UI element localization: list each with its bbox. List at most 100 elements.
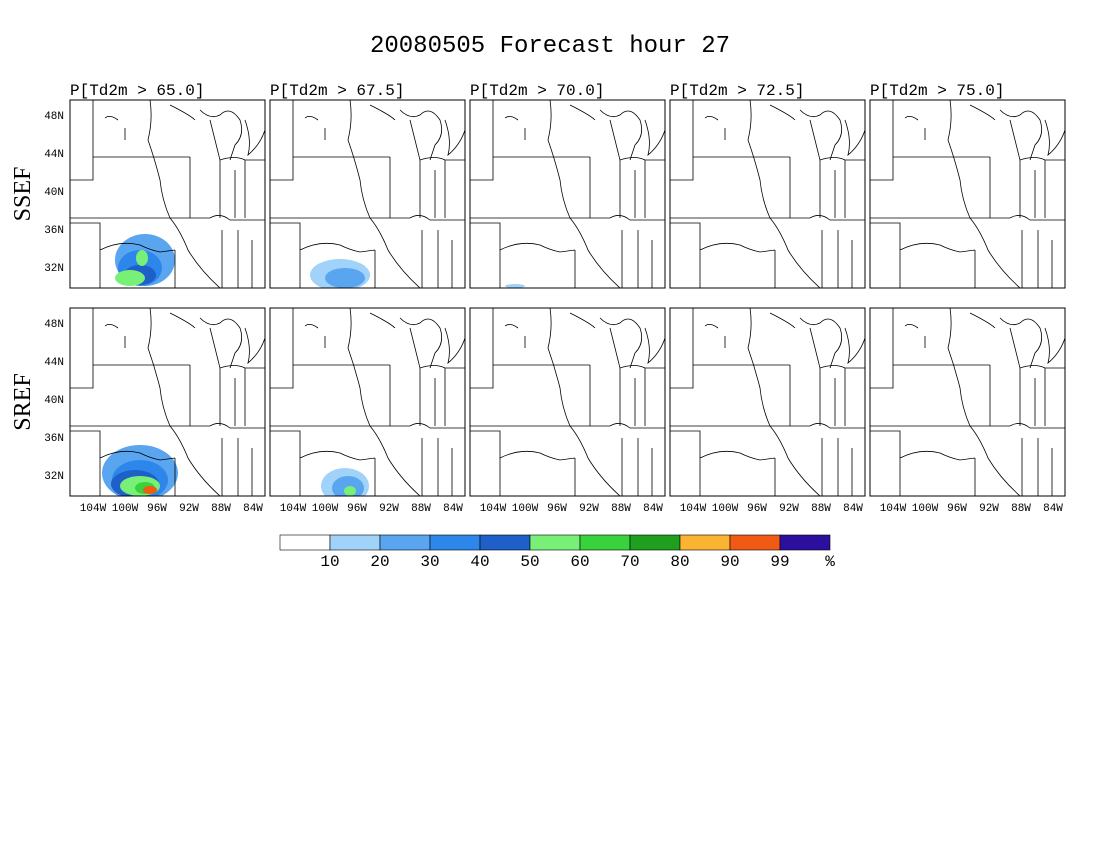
lon-label: 92W <box>379 503 399 515</box>
map-panel <box>269 99 466 289</box>
colorbar-swatch <box>279 534 331 551</box>
lon-label: 92W <box>979 503 999 515</box>
map-panel <box>669 99 866 289</box>
lat-label: 40N <box>44 187 64 199</box>
lat-label: 36N <box>44 433 64 445</box>
colorbar-label: 60 <box>570 553 589 571</box>
panel-title: P[Td2m > 67.5] <box>270 82 404 100</box>
basemap <box>870 100 1065 288</box>
lon-label: 104W <box>680 503 707 515</box>
lon-label: 96W <box>747 503 767 515</box>
colorbar-label: 40 <box>470 553 489 571</box>
lat-label: 40N <box>44 395 64 407</box>
map-panel <box>269 307 466 497</box>
panel-frame <box>669 99 866 289</box>
lon-label: 100W <box>312 503 339 515</box>
lon-label: 104W <box>880 503 907 515</box>
panel-frame <box>669 307 866 497</box>
colorbar-label: 80 <box>670 553 689 571</box>
lon-label: 92W <box>779 503 799 515</box>
colorbar-label: 30 <box>420 553 439 571</box>
lon-label: 88W <box>611 503 631 515</box>
colorbar-swatch <box>529 534 581 551</box>
fields <box>102 445 178 496</box>
map-panel <box>869 307 1066 497</box>
colorbar-label: % <box>825 553 835 571</box>
panel-frame <box>269 307 466 497</box>
lat-label: 32N <box>44 471 64 483</box>
panel-frame <box>469 99 666 289</box>
basemap <box>470 100 665 288</box>
panel-frame <box>69 99 266 289</box>
lon-label: 84W <box>1043 503 1063 515</box>
lat-label: 32N <box>44 263 64 275</box>
lon-label: 96W <box>547 503 567 515</box>
basemap <box>870 308 1065 496</box>
lon-label: 96W <box>347 503 367 515</box>
lon-label: 88W <box>411 503 431 515</box>
lat-label: 48N <box>44 319 64 331</box>
colorbar-swatch <box>329 534 381 551</box>
lon-label: 88W <box>811 503 831 515</box>
lon-label: 100W <box>112 503 139 515</box>
panel-title: P[Td2m > 65.0] <box>70 82 204 100</box>
lon-label: 92W <box>179 503 199 515</box>
panel-frame <box>69 307 266 497</box>
lon-label: 96W <box>147 503 167 515</box>
colorbar-swatch <box>579 534 631 551</box>
panel-frame <box>469 307 666 497</box>
row-label: SSEF <box>10 167 36 222</box>
colorbar-label: 10 <box>320 553 339 571</box>
lat-label: 48N <box>44 111 64 123</box>
colorbar-label: 70 <box>620 553 639 571</box>
row-label: SREF <box>10 373 36 430</box>
colorbar-label: 99 <box>770 553 789 571</box>
lon-label: 100W <box>512 503 539 515</box>
basemap <box>470 308 665 496</box>
panel-frame <box>869 307 1066 497</box>
colorbar-label: 50 <box>520 553 539 571</box>
basemap <box>670 308 865 496</box>
probability-area <box>143 486 157 494</box>
figure-title: 20080505 Forecast hour 27 <box>370 33 730 60</box>
lon-label: 96W <box>947 503 967 515</box>
probability-area <box>344 486 356 496</box>
lon-label: 84W <box>243 503 263 515</box>
lon-label: 88W <box>211 503 231 515</box>
panels: SSEF 48N 44N 40N 36N 32N P[Td2m > 65.0] P[Td2m … <box>10 82 1066 515</box>
lat-label: 36N <box>44 225 64 237</box>
lon-label: 100W <box>912 503 939 515</box>
colorbar-swatch <box>379 534 431 551</box>
lon-label: 84W <box>843 503 863 515</box>
fields <box>505 284 525 288</box>
colorbar: 10 20 30 40 50 60 70 80 90 99% <box>279 534 835 571</box>
panel-frame <box>869 99 1066 289</box>
panel-frame <box>269 99 466 289</box>
basemap <box>270 100 465 288</box>
map-panel <box>69 307 266 497</box>
panel-title: P[Td2m > 75.0] <box>870 82 1004 100</box>
panel-title: P[Td2m > 72.5] <box>670 82 804 100</box>
probability-area <box>325 268 365 288</box>
lon-label: 92W <box>579 503 599 515</box>
map-panel <box>69 99 266 289</box>
fields <box>115 234 175 286</box>
map-panel <box>469 99 666 289</box>
map-panel <box>869 99 1066 289</box>
lon-label: 104W <box>80 503 107 515</box>
basemap <box>670 100 865 288</box>
basemap <box>270 308 465 496</box>
panel-title: P[Td2m > 70.0] <box>470 82 604 100</box>
colorbar-swatch <box>479 534 531 551</box>
colorbar-label: 20 <box>370 553 389 571</box>
fields <box>310 259 370 288</box>
colorbar-swatch <box>629 534 681 551</box>
probability-area <box>136 250 148 266</box>
lon-label: 104W <box>280 503 307 515</box>
colorbar-swatch <box>779 534 831 551</box>
fields <box>321 468 369 496</box>
colorbar-label: 90 <box>720 553 739 571</box>
lon-label: 100W <box>712 503 739 515</box>
lon-label: 104W <box>480 503 507 515</box>
colorbar-swatch <box>429 534 481 551</box>
